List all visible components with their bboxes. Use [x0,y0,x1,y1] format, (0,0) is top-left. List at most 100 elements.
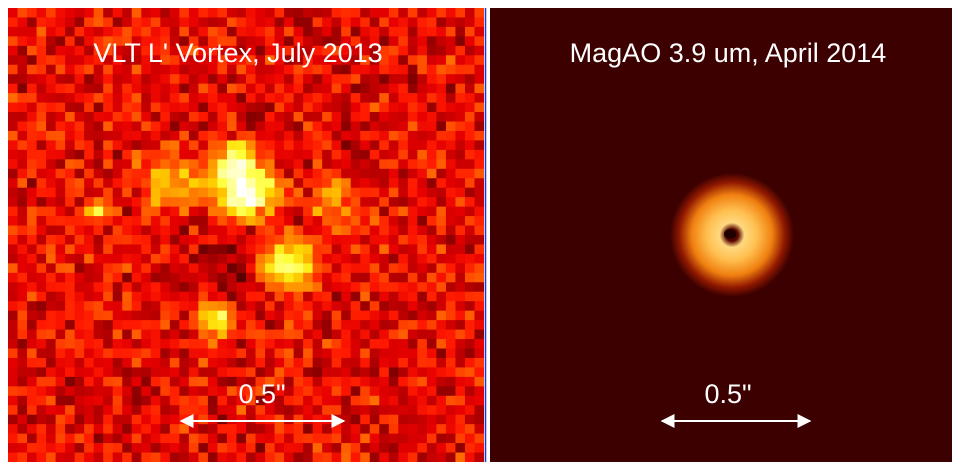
pixel [150,357,161,369]
pixel [236,414,247,425]
pixel [407,168,418,179]
pixel [169,291,180,302]
pixel [284,130,295,142]
pixel [198,102,209,113]
pixel [103,348,114,359]
pixel [27,36,38,47]
pixel [236,149,247,160]
pixel [246,395,257,406]
pixel [188,130,199,142]
pixel [426,310,437,321]
pixel [131,433,142,444]
pixel [188,216,199,227]
pixel [141,310,152,321]
pixel [474,178,484,189]
pixel [331,8,342,19]
pixel [379,55,390,66]
pixel [464,74,476,85]
pixel [122,329,133,340]
pixel [36,376,47,387]
pixel [236,36,247,47]
pixel [426,102,437,113]
pixel [84,83,95,94]
pixel [255,112,266,123]
pixel [379,339,390,350]
pixel [303,140,314,151]
pixel [255,282,266,293]
pixel [255,235,266,246]
pixel [360,17,371,28]
pixel [74,140,85,151]
pixel [207,197,219,208]
pixel [36,367,47,378]
pixel [55,282,66,293]
pixel [84,8,95,19]
pixel [27,367,38,378]
pixel [65,159,76,170]
pixel [8,395,19,406]
pixel [350,244,361,255]
pixel [455,357,466,369]
pixel [141,443,152,454]
pixel [141,376,152,387]
pixel [84,291,95,302]
pixel [360,367,371,378]
pixel [198,159,209,170]
pixel [265,216,276,227]
pixel [169,320,180,331]
pixel [65,424,76,435]
pixel [169,216,180,227]
pixel [331,121,342,132]
pixel [274,8,285,19]
pixel [322,263,333,274]
pixel [84,168,95,179]
pixel [141,17,152,28]
pixel [322,244,333,255]
pixel [255,386,266,397]
pixel [8,206,19,217]
pixel [46,102,57,113]
pixel [17,149,28,160]
pixel [369,83,380,94]
pixel [17,376,28,387]
pixel [388,83,399,94]
pixel [474,253,484,264]
pixel [36,168,47,179]
pixel [122,159,133,170]
pixel [141,8,152,19]
pixel [350,74,361,85]
pixel [350,320,361,331]
pixel [341,433,352,444]
pixel [293,225,304,236]
pixel [179,329,190,340]
pixel [379,263,390,274]
pixel [407,140,418,151]
pixel [274,386,285,397]
pixel [303,272,314,283]
pixel [303,244,314,255]
pixel [379,112,390,123]
pixel [303,452,314,462]
pixel [65,244,76,255]
pixel [341,45,352,56]
pixel [65,443,76,454]
pixel [293,74,304,85]
pixel [179,310,190,321]
pixel [55,36,66,47]
pixel [474,424,484,435]
pixel [93,121,104,132]
pixel [36,310,47,321]
pixel [103,17,114,28]
pixel [188,206,199,217]
pixel [360,206,371,217]
pixel [217,348,228,359]
pixel [322,367,333,378]
pixel [27,253,38,264]
pixel [93,443,104,454]
pixel [322,320,333,331]
pixel [436,272,447,283]
pixel [312,348,323,359]
pixel [464,26,476,37]
pixel [445,45,457,56]
pixel [360,414,371,425]
